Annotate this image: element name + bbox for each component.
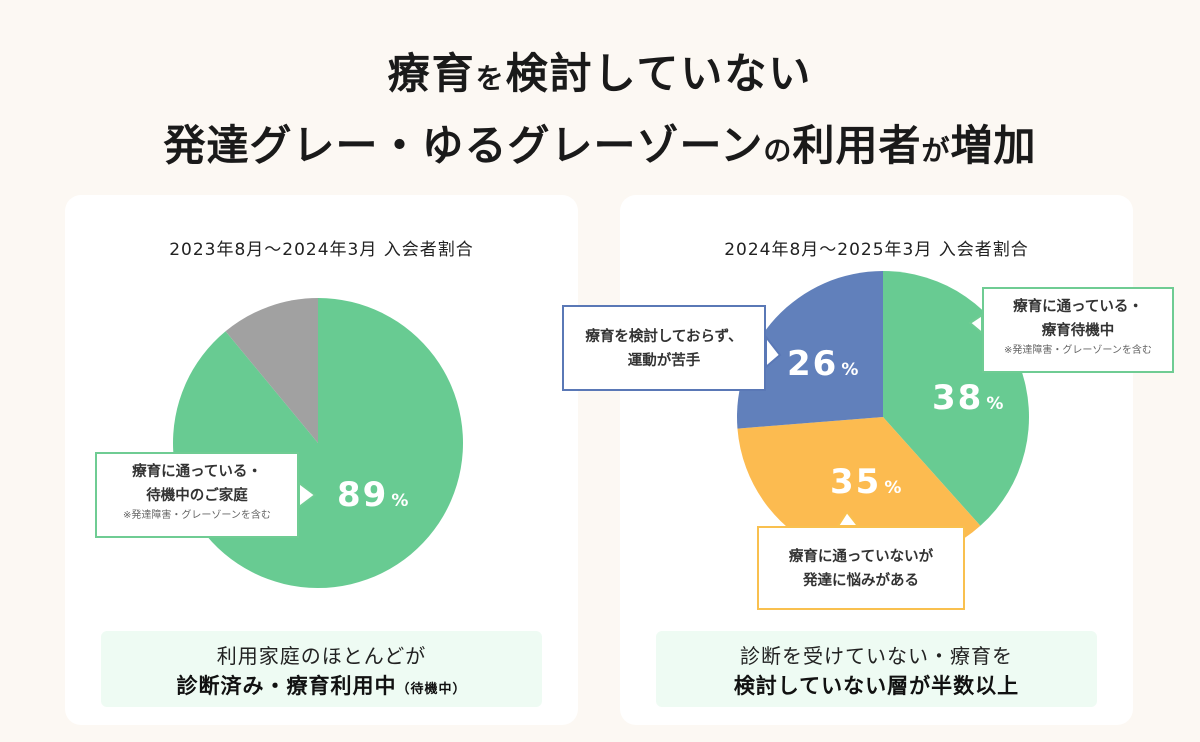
headline-text: 発達グレー・ゆるグレーゾーン bbox=[163, 121, 764, 170]
panel-2024: 2024年8月～2025年3月 入会者割合 療育に通っている・ 療育待機中 ※発… bbox=[562, 195, 1174, 725]
headline-line1: 療育を検討していない bbox=[0, 40, 1200, 101]
period-label: 2024年8月～2025年3月 入会者割合 bbox=[724, 240, 1029, 260]
percentage-label-26: 26% bbox=[787, 344, 858, 384]
panel-2023: 2023年8月～2024年3月 入会者割合 療育に通っている・ 待機中のご家庭 … bbox=[65, 195, 578, 725]
callout-line: 療育に通っていないが bbox=[788, 549, 934, 565]
callout-pointer bbox=[765, 334, 782, 370]
callout-line: 療育に通っている・ bbox=[1013, 299, 1143, 315]
pie-2023-slice-0 bbox=[173, 298, 464, 588]
headline-text: 検討していない bbox=[505, 49, 813, 98]
callout-line: 待機中のご家庭 bbox=[146, 488, 248, 504]
percentage-unit: % bbox=[391, 491, 409, 511]
callout-not-considering: 療育を検討しておらず、 運動が苦手 bbox=[562, 305, 766, 391]
pie-2023-slice-1 bbox=[225, 298, 318, 443]
summary-line2: 診断済み・療育利用中（待機中） bbox=[101, 671, 542, 705]
headline-particle: の bbox=[763, 134, 793, 167]
callout-pointer bbox=[298, 481, 317, 509]
percentage-value: 35 bbox=[830, 462, 882, 502]
callout-line: 療育待機中 bbox=[1041, 323, 1115, 339]
percentage-value: 26 bbox=[787, 344, 839, 384]
summary-emphasis: 診断済み・療育利用中 bbox=[176, 674, 397, 698]
period-label: 2023年8月～2024年3月 入会者割合 bbox=[169, 240, 474, 260]
callout-line: 療育に通っている・ bbox=[132, 464, 262, 480]
percentage-label-38: 38% bbox=[932, 378, 1003, 418]
percentage-label-89: 89% bbox=[337, 475, 408, 515]
headline-text: 増加 bbox=[950, 121, 1037, 170]
summary-line2: 検討していない層が半数以上 bbox=[733, 674, 1020, 698]
callout-line: 発達に悩みがある bbox=[803, 573, 919, 589]
pie-2024-slice-2 bbox=[737, 271, 883, 429]
percentage-value: 89 bbox=[337, 475, 389, 515]
summary-sub: （待機中） bbox=[396, 682, 467, 697]
callout-line: 療育を検討しておらず、 bbox=[585, 329, 743, 345]
percentage-unit: % bbox=[986, 394, 1004, 414]
callout-treatment-families: 療育に通っている・ 待機中のご家庭 ※発達障害・グレーゾーンを含む bbox=[95, 452, 299, 538]
headline-text: 利用者 bbox=[792, 121, 922, 170]
headline-line2: 発達グレー・ゆるグレーゾーンの利用者が増加 bbox=[0, 112, 1200, 173]
summary-box: 利用家庭のほとんどが 診断済み・療育利用中（待機中） bbox=[101, 631, 542, 707]
percentage-unit: % bbox=[841, 360, 859, 380]
headline-particle: が bbox=[921, 134, 951, 167]
callout-developmental-concerns: 療育に通っていないが 発達に悩みがある bbox=[757, 526, 965, 610]
callout-note: ※発達障害・グレーゾーンを含む bbox=[123, 510, 271, 521]
percentage-unit: % bbox=[884, 478, 902, 498]
percentage-label-35: 35% bbox=[830, 462, 901, 502]
headline-text: 療育 bbox=[387, 49, 476, 98]
summary-box: 診断を受けていない・療育を 検討していない層が半数以上 bbox=[656, 631, 1097, 707]
headline-particle: を bbox=[475, 62, 506, 95]
callout-in-treatment: 療育に通っている・ 療育待機中 ※発達障害・グレーゾーンを含む bbox=[982, 287, 1174, 373]
summary-line1: 診断を受けていない・療育を bbox=[740, 644, 1013, 668]
summary-line1: 利用家庭のほとんどが bbox=[216, 644, 427, 668]
callout-note: ※発達障害・グレーゾーンを含む bbox=[1004, 345, 1152, 356]
callout-line: 運動が苦手 bbox=[627, 353, 701, 369]
percentage-value: 38 bbox=[932, 378, 984, 418]
